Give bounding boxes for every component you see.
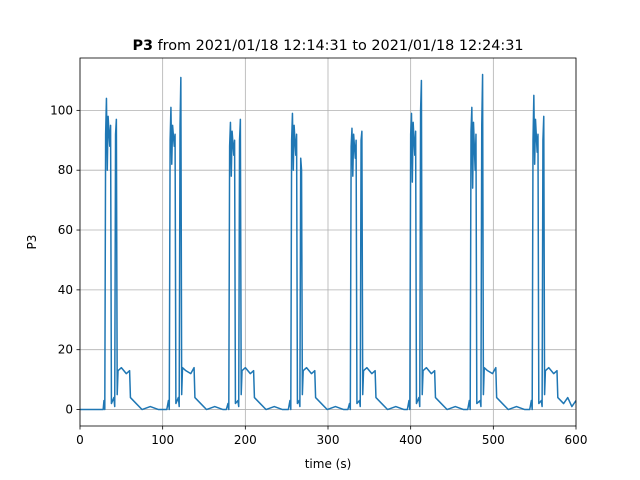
x-tick-label: 200	[234, 433, 257, 447]
x-tick-label: 300	[317, 433, 340, 447]
y-tick-label: 0	[65, 403, 73, 417]
y-tick-label: 80	[58, 163, 73, 177]
plot-frame	[79, 57, 577, 427]
y-tick-label: 20	[58, 343, 73, 357]
y-axis-label: P3	[25, 235, 39, 250]
data-line	[80, 73, 577, 411]
chart-title: P3 from 2021/01/18 12:14:31 to 2021/01/1…	[132, 38, 523, 54]
x-axis-label: time (s)	[305, 457, 352, 471]
x-tick-label: 100	[151, 433, 174, 447]
x-tick-label: 500	[482, 433, 505, 447]
x-tick-label: 600	[565, 433, 588, 447]
title-text: from 2021/01/18 12:14:31 to 2021/01/18 1…	[158, 38, 524, 54]
y-tick-label: 100	[50, 103, 73, 117]
y-tick-label: 40	[58, 283, 73, 297]
x-tick-label: 400	[399, 433, 422, 447]
x-tick-label: 0	[76, 433, 84, 447]
title-bold: P3	[132, 38, 153, 54]
y-tick-label: 60	[58, 223, 73, 237]
